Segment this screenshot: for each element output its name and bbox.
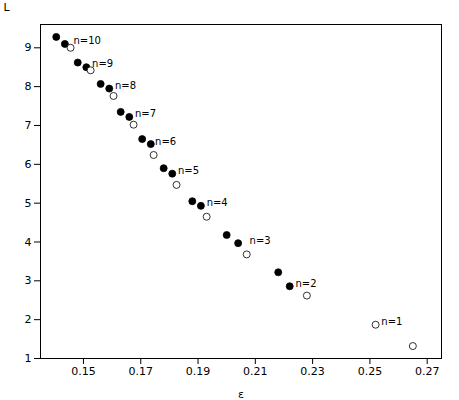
- svg-text:0.27: 0.27: [415, 365, 440, 378]
- svg-text:2: 2: [25, 313, 32, 326]
- svg-text:n=9: n=9: [92, 58, 113, 69]
- svg-text:5: 5: [25, 197, 32, 210]
- svg-text:0.15: 0.15: [71, 365, 96, 378]
- svg-text:6: 6: [25, 158, 32, 171]
- svg-text:1: 1: [25, 352, 32, 365]
- svg-text:0.25: 0.25: [358, 365, 383, 378]
- svg-text:8: 8: [25, 80, 32, 93]
- svg-text:ε: ε: [238, 388, 244, 400]
- svg-text:n=8: n=8: [115, 80, 136, 91]
- svg-text:L: L: [4, 1, 11, 14]
- svg-text:3: 3: [25, 274, 32, 287]
- svg-text:4: 4: [25, 236, 32, 249]
- svg-text:n=7: n=7: [135, 108, 156, 119]
- svg-text:n=5: n=5: [178, 165, 199, 176]
- svg-text:9: 9: [25, 41, 32, 54]
- svg-text:0.17: 0.17: [129, 365, 154, 378]
- svg-text:n=4: n=4: [207, 197, 228, 208]
- svg-text:0.21: 0.21: [243, 365, 267, 378]
- svg-text:n=3: n=3: [250, 235, 271, 246]
- svg-text:0.19: 0.19: [186, 365, 211, 378]
- svg-text:n=2: n=2: [295, 278, 316, 289]
- svg-text:n=10: n=10: [73, 35, 100, 46]
- svg-text:0.23: 0.23: [300, 365, 325, 378]
- svg-text:7: 7: [25, 119, 32, 132]
- svg-text:n=6: n=6: [155, 136, 176, 147]
- svg-text:n=1: n=1: [381, 316, 402, 327]
